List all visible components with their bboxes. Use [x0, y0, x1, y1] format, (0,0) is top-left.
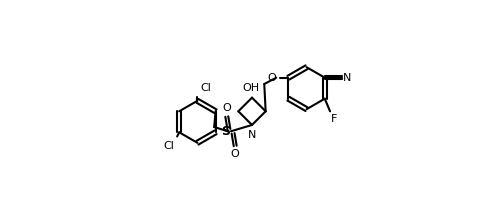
Text: N: N	[248, 130, 256, 140]
Text: S: S	[221, 125, 230, 138]
Text: O: O	[231, 149, 239, 159]
Text: Cl: Cl	[201, 83, 211, 93]
Text: O: O	[268, 73, 276, 83]
Text: O: O	[222, 103, 231, 113]
Text: N: N	[343, 73, 351, 83]
Text: Cl: Cl	[163, 141, 174, 151]
Text: F: F	[331, 114, 338, 125]
Text: OH: OH	[242, 83, 260, 93]
